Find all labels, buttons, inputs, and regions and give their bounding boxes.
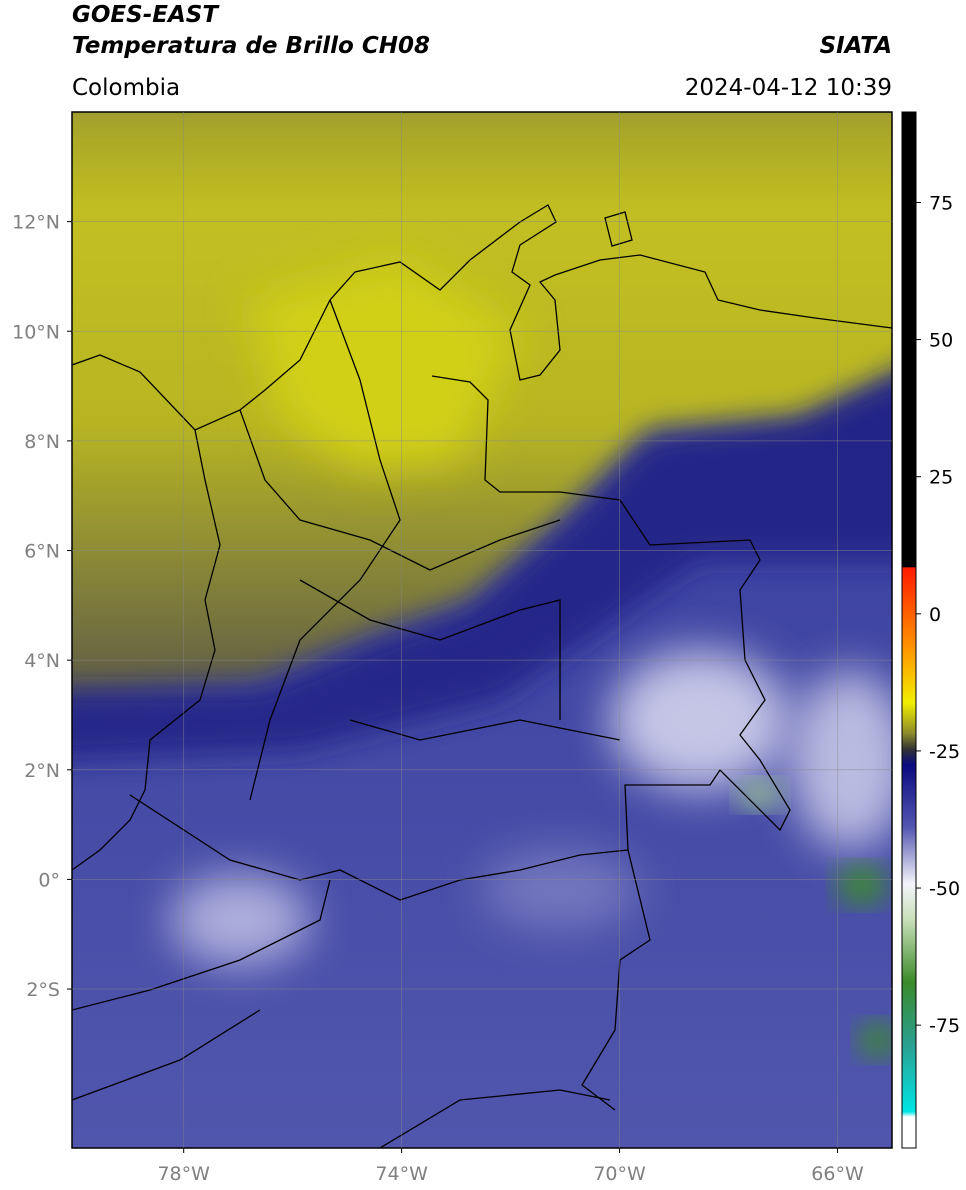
y-tick-label: 4°N [24,650,60,672]
y-tick-label: 0° [38,869,60,891]
x-tick-label: 74°W [375,1163,428,1185]
y-tick-label: 8°N [24,431,60,453]
subtitle: Temperatura de Brillo CH08 [72,33,430,59]
datetime: 2024-04-12 10:39 [685,75,892,101]
x-tick-label: 66°W [811,1163,864,1185]
y-tick-label: 10°N [12,321,60,343]
colorbar-tick-label: -25 [929,741,960,763]
y-tick-label: 6°N [24,541,60,563]
y-tick-label: 12°N [12,212,60,234]
colorbar-tick-label: 0 [929,604,941,626]
y-tick-label: 2°S [26,979,60,1001]
source: SIATA [820,33,892,59]
grid [72,112,892,1148]
colorbar-tick-label: 25 [929,467,953,489]
x-tick-label: 78°W [157,1163,210,1185]
title: GOES-EAST [72,2,220,28]
colorbar-tick-label: -75 [929,1015,960,1037]
colorbar [901,111,917,1149]
x-tick-label: 70°W [593,1163,646,1185]
colorbar-tick-label: -50 [929,878,960,900]
colorbar-tick-label: 50 [929,330,953,352]
region: Colombia [72,75,180,101]
y-tick-label: 2°N [24,760,60,782]
colorbar-tick-label: 75 [929,192,953,214]
map-frame [71,111,893,1149]
